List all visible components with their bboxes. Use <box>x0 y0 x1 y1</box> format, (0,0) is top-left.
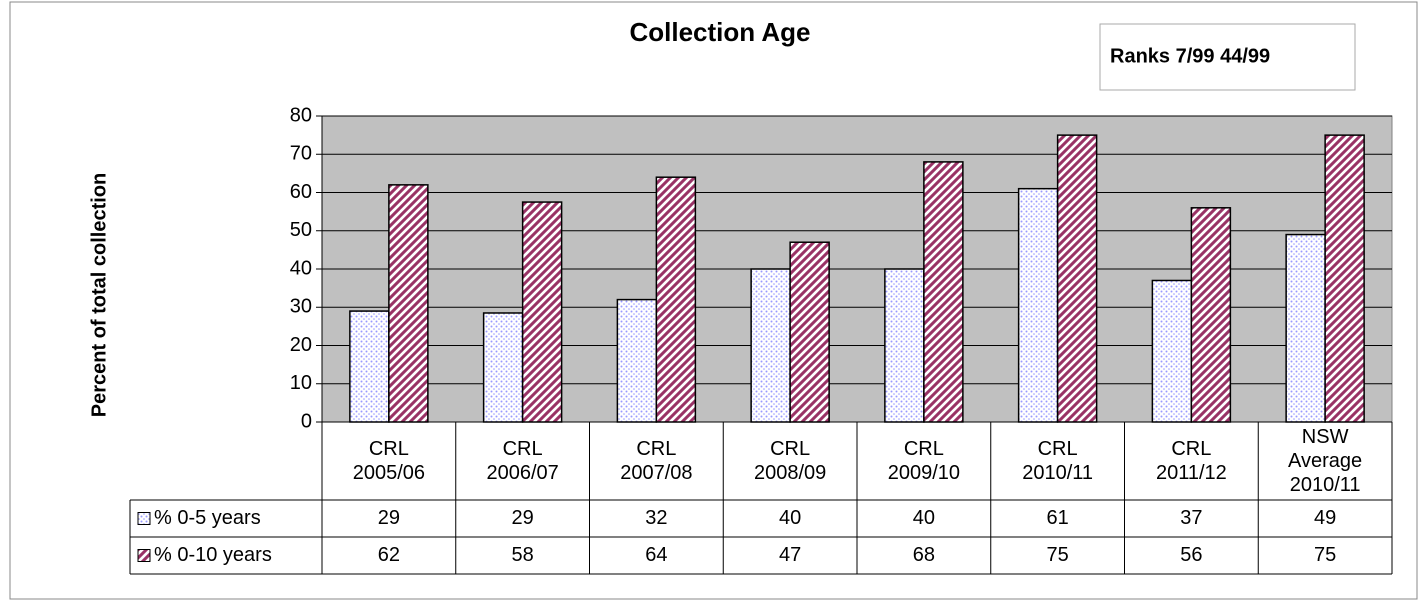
data-label: 37 <box>1180 507 1202 529</box>
bar <box>750 268 791 423</box>
x-tick-label: CRL 2008/09 <box>723 422 857 500</box>
y-tick-label: 20 <box>290 334 312 356</box>
bar <box>482 312 524 423</box>
data-label: 68 <box>913 544 935 566</box>
x-tick-text: CRL 2007/08 <box>620 438 693 484</box>
x-tick-label: CRL 2007/08 <box>590 422 724 500</box>
x-tick-label: CRL 2009/10 <box>857 422 991 500</box>
legend-key <box>137 549 151 562</box>
bar <box>388 184 429 423</box>
y-tick-label: 30 <box>290 296 312 318</box>
data-label: 64 <box>645 544 667 566</box>
data-label: 61 <box>1047 507 1069 529</box>
y-tick-label: 0 <box>301 410 312 432</box>
data-label: 58 <box>512 544 534 566</box>
x-tick-label: CRL 2006/07 <box>456 422 590 500</box>
data-label: 47 <box>779 544 801 566</box>
bar <box>521 201 563 423</box>
bar <box>1324 134 1365 423</box>
data-label: 49 <box>1314 507 1336 529</box>
bar <box>1190 207 1232 423</box>
data-label: 40 <box>779 507 801 529</box>
y-tick-label: 50 <box>290 219 312 241</box>
data-label: 32 <box>645 507 667 529</box>
bar <box>923 161 964 423</box>
x-tick-label: CRL 2005/06 <box>322 422 456 500</box>
y-tick-label: 10 <box>290 372 312 394</box>
x-tick-label: CRL 2011/12 <box>1125 422 1259 500</box>
bar <box>789 241 830 423</box>
y-tick-label: 80 <box>290 104 312 126</box>
x-tick-label: NSW Average 2010/11 <box>1258 422 1392 500</box>
legend-label: % 0-5 years <box>154 507 261 529</box>
bar <box>349 310 390 423</box>
data-label: 56 <box>1180 544 1202 566</box>
y-tick-label: 40 <box>290 257 312 279</box>
x-tick-text: CRL 2006/07 <box>486 438 559 484</box>
x-tick-label: CRL 2010/11 <box>991 422 1125 500</box>
bar <box>1017 187 1059 423</box>
data-label: 29 <box>512 507 534 529</box>
bar <box>1056 134 1098 423</box>
bar <box>884 268 925 423</box>
chart-title: Collection Age <box>629 17 810 47</box>
x-tick-text: CRL 2011/12 <box>1155 438 1227 484</box>
bar <box>655 176 697 423</box>
data-label: 29 <box>378 507 400 529</box>
annotation: Ranks 7/99 44/99 <box>1110 45 1270 67</box>
data-label: 75 <box>1314 544 1336 566</box>
x-tick-text: NSW Average 2010/11 <box>1288 426 1363 496</box>
bar <box>616 298 658 423</box>
data-label: 62 <box>378 544 400 566</box>
x-tick-text: CRL 2008/09 <box>753 438 827 484</box>
legend-label: % 0-10 years <box>154 544 272 566</box>
data-label: 40 <box>913 507 935 529</box>
y-axis-label: Percent of total collection <box>88 173 110 417</box>
annotation-box <box>1099 23 1356 91</box>
x-tick-text: CRL 2005/06 <box>352 438 426 484</box>
x-tick-text: CRL 2009/10 <box>887 438 961 484</box>
data-label: 75 <box>1047 544 1069 566</box>
y-tick-label: 60 <box>290 181 312 203</box>
bar <box>1285 233 1326 423</box>
bar <box>1151 279 1193 423</box>
x-tick-text: CRL 2010/11 <box>1022 438 1094 484</box>
legend-key <box>137 512 151 525</box>
y-tick-label: 70 <box>290 143 312 165</box>
